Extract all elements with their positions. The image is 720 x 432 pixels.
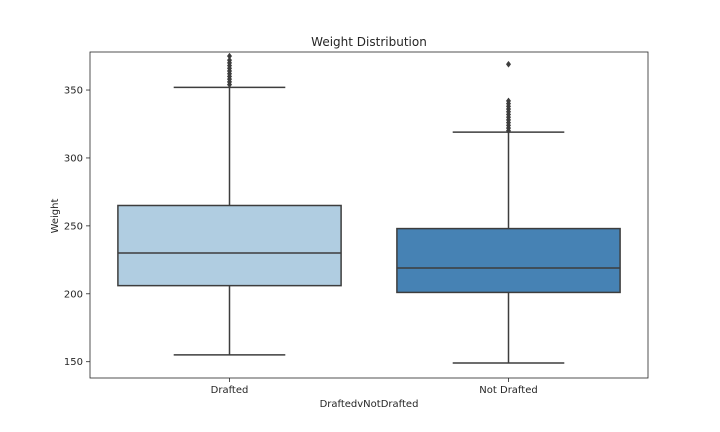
y-axis: 150 200 250 300 350 [64,86,90,368]
outlier-point [226,52,233,60]
x-tick-label: Drafted [211,385,249,396]
y-tick-label: 250 [64,221,83,232]
outlier-point [226,56,233,64]
y-tick-label: 200 [64,289,83,300]
plot-area-frame [89,51,649,379]
y-tick-label: 300 [64,153,83,164]
x-tick-label: Not Drafted [479,385,537,396]
boxes-group [117,52,621,364]
box-not-drafted [396,60,621,364]
x-axis-label: DraftedvNotDrafted [320,399,419,410]
iqr-box [396,227,621,294]
iqr-box [117,204,342,287]
outlier-point [505,97,512,105]
y-tick-label: 350 [64,86,83,97]
box-drafted [117,52,342,356]
outlier-point [505,60,512,68]
chart-title: Weight Distribution [311,35,427,49]
y-axis-label: Weight [50,199,61,234]
x-axis: Drafted Not Drafted [211,378,538,396]
y-tick-label: 150 [64,357,83,368]
